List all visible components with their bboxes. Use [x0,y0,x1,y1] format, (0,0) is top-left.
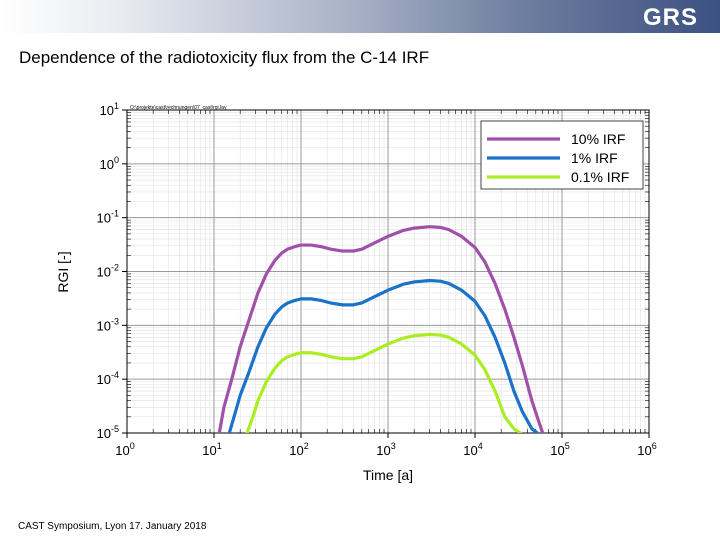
y-tick-label: 10-3 [97,316,119,333]
y-tick-label: 10-1 [97,209,119,226]
x-tick-labels: 100 101 102 103 104 105 106 [115,441,656,458]
series-line-3 [245,332,522,433]
y-tick-label: 10-5 [97,424,119,441]
legend-label: 0.1% IRF [571,169,629,185]
x-tick-label: 106 [637,441,656,458]
x-axis-label: Time [a] [363,467,413,483]
legend: 10% IRF 1% IRF 0.1% IRF [480,120,644,190]
legend-label: 10% IRF [571,131,625,147]
legend-label: 1% IRF [571,150,618,166]
series-line-1 [217,225,545,433]
slide-title: Dependence of the radiotoxicity flux fro… [19,48,430,67]
y-tick-labels: 10-5 10-4 10-3 10-2 10-1 100 101 [97,101,119,441]
x-tick-label: 102 [289,441,308,458]
slide-footer: CAST Symposium, Lyon 17. January 2018 [18,521,207,532]
plot-frame [126,109,650,434]
x-tick-label: 100 [115,441,134,458]
series-layer [217,225,545,433]
x-tick-label: 104 [463,441,482,458]
y-tick-label: 101 [100,101,119,118]
x-tick-label: 105 [550,441,569,458]
y-axis-label: RGI [-] [55,251,71,292]
grs-logo: GRS [642,4,698,31]
series-line-2 [227,278,539,433]
file-path-note: O:\projekte\cast\rechnungen\07_cast\rgi.… [130,105,227,111]
x-tick-label: 103 [376,441,395,458]
x-tick-label: 101 [202,441,221,458]
y-tick-label: 10-2 [97,263,119,280]
tick-marks [122,109,650,438]
header-banner: GRS [0,0,720,33]
y-tick-label: 10-4 [97,370,119,387]
y-tick-label: 100 [100,155,119,172]
